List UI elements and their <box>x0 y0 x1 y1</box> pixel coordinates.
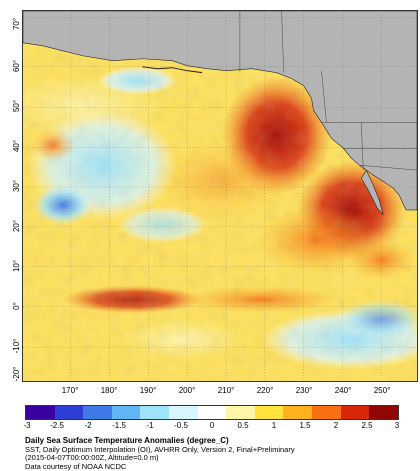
color-scale-tick-label: -1 <box>146 421 153 430</box>
color-scale-tick-label: 1.5 <box>299 421 310 430</box>
lon-tick-label: 190° <box>140 386 157 395</box>
color-scale-tick-label: 1 <box>272 421 276 430</box>
color-scale-tick-label: 0.5 <box>237 421 248 430</box>
color-scale-segment <box>26 406 55 419</box>
lon-tick-label: 170° <box>62 386 79 395</box>
lon-tick-label: 180° <box>101 386 118 395</box>
lat-tick-label: 10° <box>0 260 21 272</box>
lon-tick-label: 210° <box>218 386 235 395</box>
color-scale-tick-label: -1.5 <box>112 421 126 430</box>
color-scale-tick-label: 3 <box>395 421 399 430</box>
lat-tick-label: 50° <box>0 100 21 112</box>
lat-tick-label: -10° <box>0 339 21 354</box>
map-caption: Daily Sea Surface Temperature Anomalies … <box>25 437 295 471</box>
color-scale-tick-label: 2 <box>334 421 338 430</box>
lat-tick-label: 60° <box>0 60 21 72</box>
color-scale-tick-label: 2.5 <box>361 421 372 430</box>
lat-tick-label: 70° <box>0 18 21 30</box>
color-scale-segment <box>198 406 227 419</box>
color-scale-tick-label: -2.5 <box>50 421 64 430</box>
lat-tick-label: -20° <box>0 367 21 382</box>
color-scale-segment <box>283 406 312 419</box>
lon-tick-label: 240° <box>335 386 352 395</box>
color-scale-segment <box>112 406 141 419</box>
color-scale-tick-label: -0.5 <box>174 421 188 430</box>
color-scale-tick-label: -3 <box>23 421 30 430</box>
lat-tick-label: 0° <box>0 302 21 310</box>
sst-anomaly-map <box>22 10 418 382</box>
lat-tick-label: 30° <box>0 180 21 192</box>
lat-tick-label: 40° <box>0 140 21 152</box>
map-canvas <box>23 11 417 381</box>
lon-tick-label: 200° <box>179 386 196 395</box>
lat-tick-label: 20° <box>0 220 21 232</box>
lon-tick-label: 250° <box>374 386 391 395</box>
color-scale-segment <box>369 406 398 419</box>
lon-tick-label: 220° <box>257 386 274 395</box>
color-scale-segment <box>255 406 284 419</box>
color-scale-segment <box>341 406 370 419</box>
color-scale-bar <box>25 405 399 420</box>
color-scale-segment <box>83 406 112 419</box>
color-scale-segment <box>226 406 255 419</box>
color-scale-tick-label: -2 <box>84 421 91 430</box>
lon-tick-label: 230° <box>296 386 313 395</box>
color-scale-segment <box>55 406 84 419</box>
color-scale-segment <box>140 406 169 419</box>
color-scale-segment <box>312 406 341 419</box>
color-scale-tick-label: 0 <box>210 421 214 430</box>
color-scale-segment <box>169 406 198 419</box>
